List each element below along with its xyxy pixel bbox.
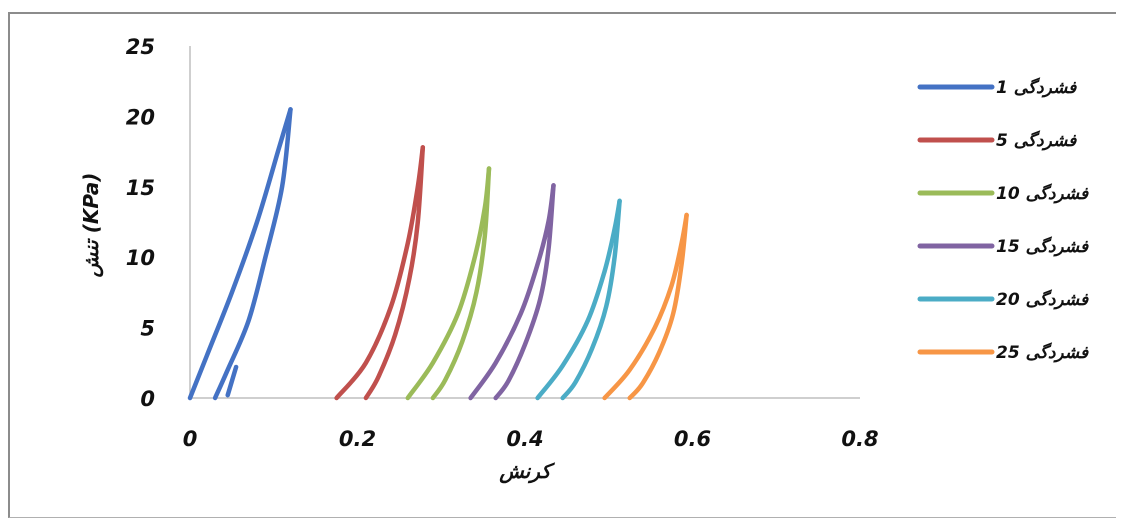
x-axis-title: کرنش <box>498 459 555 484</box>
legend-label: 10 فشردگی <box>996 183 1089 204</box>
legend-label: 25 فشردگی <box>996 342 1089 363</box>
y-tick-label: 5 <box>140 317 155 341</box>
series-3-unloading-curve <box>430 166 492 401</box>
series-3 <box>405 166 492 401</box>
y-tick-label: 25 <box>126 35 155 59</box>
x-tick-label: 0.6 <box>674 427 711 451</box>
plot-area <box>187 107 689 401</box>
series-2 <box>334 145 426 401</box>
series-5-unloading-curve <box>560 198 622 401</box>
series-5-loading-curve <box>535 198 622 401</box>
y-tick-label: 15 <box>126 176 155 200</box>
series-6-unloading-curve <box>627 212 689 401</box>
series-5 <box>535 198 622 401</box>
series-1 <box>187 107 293 401</box>
axes: 0 5 10 15 20 25 0 0.2 0.4 0.6 0.8 <box>126 35 879 451</box>
series-1-loading-curve <box>187 107 293 401</box>
series-1-unloading-curve <box>212 107 293 401</box>
series-4-unloading-curve <box>493 183 556 401</box>
y-tick-label: 20 <box>126 105 155 129</box>
series-2-unloading-curve <box>363 145 426 401</box>
legend-label: 1 فشردگی <box>996 77 1077 98</box>
y-tick-label: 10 <box>126 246 155 270</box>
legend-label: 5 فشردگی <box>996 130 1077 151</box>
series-4 <box>468 183 556 401</box>
legend-label: 15 فشردگی <box>996 236 1089 257</box>
series-6 <box>602 212 689 401</box>
series-2-loading-curve <box>334 145 426 401</box>
chart-frame <box>8 12 1116 518</box>
series-1-extra-curve <box>225 364 239 398</box>
legend: 1 فشردگی 5 فشردگی 10 فشردگی 15 فشردگی 20 فشر… <box>917 77 1089 363</box>
x-tick-label: 0.8 <box>841 427 878 451</box>
legend-label: 20 فشردگی <box>996 289 1089 310</box>
x-tick-label: 0.4 <box>506 427 543 451</box>
x-tick-label: 0.2 <box>339 427 376 451</box>
y-axis-title: تنش (KPa) <box>79 173 104 279</box>
y-tick-label: 0 <box>140 387 155 411</box>
x-tick-label: 0 <box>183 427 198 451</box>
